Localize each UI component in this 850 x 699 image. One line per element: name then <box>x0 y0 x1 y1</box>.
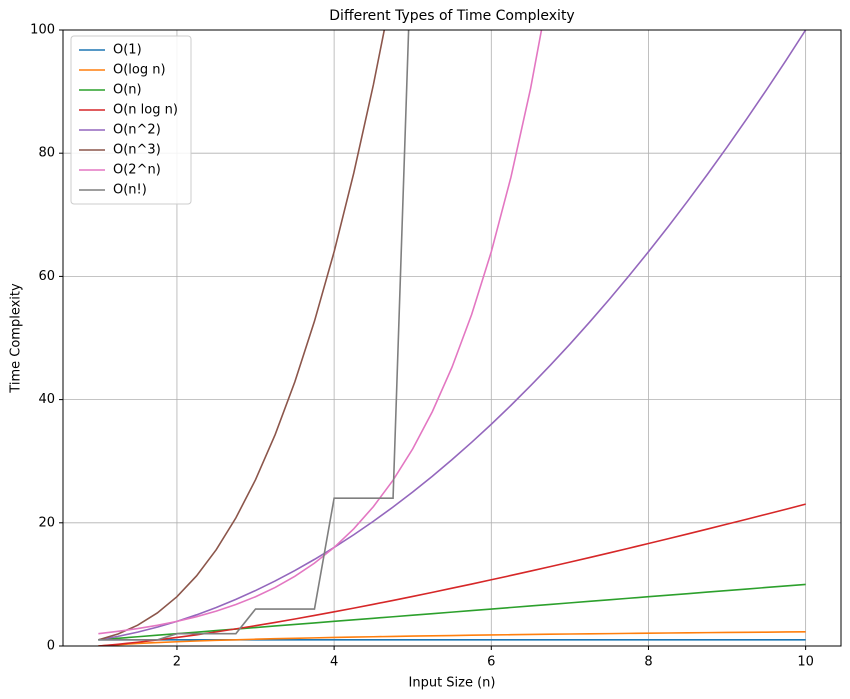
y-tick-label: 0 <box>47 639 55 654</box>
legend-label: O(1) <box>113 43 142 58</box>
y-tick-label: 60 <box>38 269 55 284</box>
plot-area <box>98 0 807 646</box>
legend-label: O(log n) <box>113 63 166 78</box>
series-line <box>98 30 807 641</box>
series-line <box>98 583 806 641</box>
series-line <box>98 503 806 646</box>
y-axis-label: Time Complexity <box>9 283 24 394</box>
legend-label: O(n log n) <box>113 103 178 118</box>
x-tick-label: 2 <box>173 655 181 670</box>
x-tick-label: 4 <box>330 655 338 670</box>
legend-label: O(n^3) <box>113 143 161 158</box>
legend-label: O(n!) <box>113 183 147 198</box>
y-tick-label: 80 <box>38 146 55 161</box>
legend-label: O(n) <box>113 83 142 98</box>
y-tick-label: 20 <box>38 515 55 530</box>
series-line <box>98 30 386 641</box>
x-tick-label: 8 <box>644 655 652 670</box>
y-tick-label: 40 <box>38 392 55 407</box>
series-line <box>98 631 806 646</box>
y-tick-label: 100 <box>30 23 55 38</box>
chart-title: Different Types of Time Complexity <box>329 8 574 24</box>
x-axis-label: Input Size (n) <box>409 676 496 691</box>
legend-label: O(n^2) <box>113 123 161 138</box>
x-tick-label: 10 <box>797 655 814 670</box>
legend-box <box>70 35 192 205</box>
series-line <box>98 30 543 635</box>
legend-label: O(2^n) <box>113 163 161 178</box>
plot-frame <box>62 29 842 647</box>
x-tick-label: 6 <box>487 655 495 670</box>
series-line <box>98 0 805 642</box>
